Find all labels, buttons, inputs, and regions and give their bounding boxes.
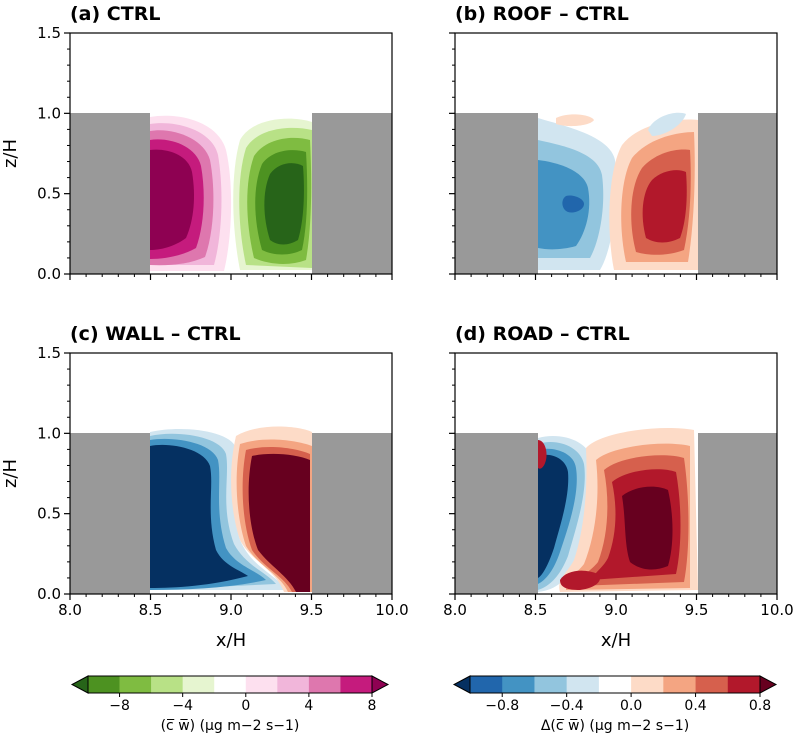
left-building bbox=[455, 433, 538, 594]
colorbar-frame bbox=[469, 675, 761, 694]
left-building bbox=[70, 433, 150, 594]
y-tick-label: 0.5 bbox=[37, 185, 61, 203]
colorbar-max-extend bbox=[759, 675, 778, 694]
x-tick-label: 10.0 bbox=[375, 601, 408, 619]
panel-b-title: (b) ROOF – CTRL bbox=[455, 3, 629, 25]
colorbar-swatch bbox=[214, 676, 247, 693]
panel-a-plot bbox=[70, 113, 392, 274]
colorbar-swatch bbox=[151, 676, 183, 693]
colorbar-swatch bbox=[534, 676, 567, 693]
y-tick-label: 1.5 bbox=[37, 24, 61, 42]
colorbar-swatch bbox=[663, 676, 696, 693]
red-left-edge-contour bbox=[538, 440, 547, 469]
colorbar-swatch bbox=[340, 676, 373, 693]
panel-c-title: (c) WALL – CTRL bbox=[70, 323, 241, 345]
colorbar-tick-label: 0.0 bbox=[620, 698, 642, 714]
blue-contour-4 bbox=[562, 195, 584, 213]
x-tick-label: 9.0 bbox=[219, 601, 243, 619]
panel-a-title: (a) CTRL bbox=[70, 3, 160, 25]
panel-b-axes bbox=[449, 32, 778, 280]
colorbar-swatch bbox=[566, 676, 600, 693]
x-tick-label: 8.0 bbox=[58, 601, 82, 619]
red-bottom-contour bbox=[560, 570, 600, 590]
panel-c-axes: 0.0 0.5 1.0 1.5 8.0 8.5 9.0 9.5 10.0 z/H x/H bbox=[0, 344, 409, 651]
x-tick-label: 9.0 bbox=[604, 601, 628, 619]
left-building bbox=[70, 113, 150, 274]
colorbar-swatch bbox=[182, 676, 215, 693]
colorbar-label: Δ(c̅ w̅) (µg m−2 s−1) bbox=[541, 718, 689, 734]
colorbar-swatch bbox=[308, 676, 341, 693]
x-tick-label: 9.5 bbox=[300, 601, 324, 619]
y-tick-label: 1.5 bbox=[37, 344, 61, 362]
colorbar-tick-label: −8 bbox=[109, 698, 130, 714]
blue-contour-4 bbox=[538, 454, 569, 578]
right-building bbox=[698, 113, 777, 274]
colorbar-layer: −8 −4 0 4 8 (c̅ w̅) (µg m−2 s−1) −0.8 −0.4 0.0 0.… bbox=[70, 675, 778, 734]
colorbar-swatch bbox=[695, 676, 729, 693]
axes-layer: 0.0 0.5 1.0 1.5 z/H 0.0 0.5 1.0 1.5 8.0 8.5 9.0 9.5 1… bbox=[0, 24, 794, 651]
x-tick-label: 10.0 bbox=[760, 601, 793, 619]
green-contour-5 bbox=[264, 163, 304, 245]
panel-c-plot bbox=[70, 426, 392, 594]
x-tick-label: 9.5 bbox=[685, 601, 709, 619]
colorbar-swatch bbox=[598, 676, 632, 693]
colorbar-max-extend bbox=[371, 675, 390, 694]
panel-d-plot bbox=[455, 428, 777, 594]
red-contour-5 bbox=[622, 486, 673, 570]
colorbar-swatch bbox=[245, 676, 278, 693]
y-tick-label: 0.0 bbox=[37, 585, 61, 603]
y-tick-label: 0.5 bbox=[37, 505, 61, 523]
magenta-contour-5 bbox=[150, 149, 194, 250]
x-tick-label: 8.0 bbox=[443, 601, 467, 619]
colorbar-tick-label: −0.4 bbox=[550, 698, 584, 714]
y-tick-label: 1.0 bbox=[37, 424, 61, 442]
y-axis-label: z/H bbox=[0, 139, 21, 168]
panel-b-plot bbox=[455, 112, 777, 274]
x-axis-label: x/H bbox=[601, 630, 631, 651]
x-axis-label: x/H bbox=[216, 630, 246, 651]
x-tick-label: 8.5 bbox=[524, 601, 548, 619]
colorbar-tick-label: −0.8 bbox=[485, 698, 519, 714]
colorbar-tick-label: 4 bbox=[304, 698, 313, 714]
red-top-contour bbox=[556, 114, 594, 127]
colorbar-swatch bbox=[277, 676, 310, 693]
colorbar-min-extend bbox=[452, 675, 471, 694]
red-contour-4 bbox=[248, 453, 310, 592]
blue-top-contour bbox=[648, 112, 686, 136]
panel-a-axes: 0.0 0.5 1.0 1.5 z/H bbox=[0, 24, 393, 283]
colorbar-tick-label: −4 bbox=[172, 698, 193, 714]
colorbar-min-extend bbox=[70, 675, 89, 694]
right-building bbox=[312, 113, 392, 274]
blue-contour-4 bbox=[150, 444, 248, 588]
x-tick-label: 8.5 bbox=[139, 601, 163, 619]
colorbar-swatch bbox=[727, 676, 761, 693]
colorbar-tick-label: 8 bbox=[368, 698, 377, 714]
colorbar-tick-label: 0 bbox=[241, 698, 250, 714]
colorbar-frame bbox=[87, 675, 373, 694]
red-contour-4 bbox=[642, 170, 687, 243]
colorbar-ctrl: −8 −4 0 4 8 (c̅ w̅) (µg m−2 s−1) bbox=[70, 675, 390, 734]
colorbar-swatch bbox=[119, 676, 152, 693]
y-tick-label: 1.0 bbox=[37, 104, 61, 122]
colorbar-diff: −0.8 −0.4 0.0 0.4 0.8 Δ(c̅ w̅) (µg m−2 s−1) bbox=[452, 675, 778, 734]
left-building bbox=[455, 113, 538, 274]
colorbar-tick-label: 0.4 bbox=[684, 698, 706, 714]
panel-d-axes: 8.0 8.5 9.0 9.5 10.0 x/H bbox=[443, 352, 794, 651]
colorbar-swatch bbox=[502, 676, 535, 693]
colorbar-label: (c̅ w̅) (µg m−2 s−1) bbox=[161, 718, 300, 734]
y-tick-label: 0.0 bbox=[37, 265, 61, 283]
colorbar-swatch bbox=[631, 676, 664, 693]
y-axis-label: z/H bbox=[0, 459, 21, 488]
colorbar-swatch bbox=[470, 676, 503, 693]
right-building bbox=[698, 433, 777, 594]
colorbar-swatch bbox=[88, 676, 120, 693]
right-building bbox=[312, 433, 392, 594]
colorbar-tick-label: 0.8 bbox=[749, 698, 771, 714]
panel-d-title: (d) ROAD – CTRL bbox=[455, 323, 630, 345]
